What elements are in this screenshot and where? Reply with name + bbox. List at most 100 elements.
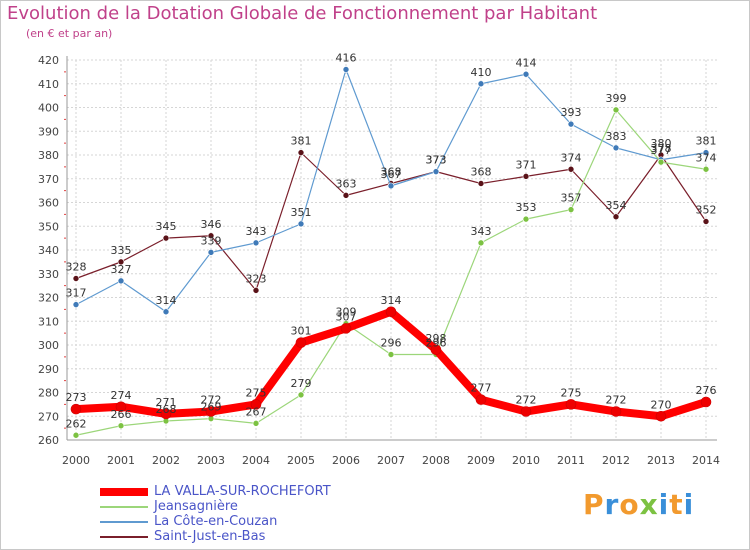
x-tick-label: 2003 (197, 454, 225, 467)
data-point (117, 422, 125, 430)
data-point (522, 70, 530, 78)
data-label: 296 (426, 337, 447, 350)
y-tick-label: 330 (38, 268, 59, 281)
data-label: 399 (606, 92, 627, 105)
data-point (522, 215, 530, 223)
data-label: 269 (201, 401, 222, 414)
data-label: 270 (651, 398, 672, 411)
y-tick-label: 390 (38, 125, 59, 138)
x-tick-label: 2000 (62, 454, 90, 467)
data-point (297, 220, 305, 228)
data-label: 309 (336, 306, 357, 319)
data-point (387, 351, 395, 358)
data-label: 335 (111, 244, 132, 257)
y-tick-label: 370 (38, 173, 59, 186)
data-point (295, 337, 307, 348)
axes: 2602702802903003103203303403503603703803… (38, 54, 720, 467)
data-label: 353 (516, 201, 537, 214)
data-point (207, 249, 215, 256)
data-point (342, 192, 350, 199)
data-label: 271 (156, 396, 177, 409)
logo-letter: i (658, 488, 670, 521)
data-label: 367 (381, 168, 402, 181)
data-label: 314 (156, 294, 177, 307)
data-label: 298 (426, 332, 447, 345)
data-point (612, 144, 620, 152)
data-point (115, 401, 127, 413)
data-label: 277 (471, 382, 492, 395)
y-tick-label: 260 (38, 434, 59, 447)
legend-label: Saint-Just-en-Bas (154, 529, 266, 544)
data-label: 381 (291, 135, 312, 148)
data-label: 368 (381, 166, 402, 179)
data-point (162, 234, 170, 242)
data-label: 279 (291, 377, 312, 390)
data-point (610, 406, 622, 417)
data-label: 301 (291, 325, 312, 338)
data-label: 328 (66, 261, 87, 274)
series-layer (70, 66, 712, 439)
y-tick-label: 270 (38, 410, 59, 423)
data-point (567, 165, 575, 173)
logo-letter: o (619, 488, 640, 521)
logo-letter: P (583, 488, 605, 521)
data-point (387, 182, 395, 190)
data-point (250, 399, 262, 410)
legend-swatch (100, 488, 148, 496)
data-label: 354 (606, 199, 627, 212)
data-point (72, 275, 80, 282)
data-point (252, 420, 260, 427)
y-tick-label: 300 (38, 339, 59, 352)
data-label: 352 (696, 204, 717, 217)
data-point (477, 80, 485, 88)
data-point (567, 206, 575, 213)
legend-label: LA VALLA-SUR-ROCHEFORT (154, 484, 331, 499)
x-tick-label: 2008 (422, 454, 450, 467)
data-label: 343 (246, 225, 267, 238)
data-label: 314 (381, 294, 402, 307)
y-tick-label: 410 (38, 78, 59, 91)
data-label: 266 (111, 408, 132, 421)
x-tick-label: 2009 (467, 454, 495, 467)
data-label: 363 (336, 177, 357, 190)
y-tick-label: 380 (38, 149, 59, 162)
data-point (430, 344, 442, 356)
data-label: 317 (66, 287, 87, 300)
data-label: 267 (246, 405, 267, 418)
y-tick-label: 350 (38, 220, 59, 233)
logo-letter: r (604, 488, 620, 521)
x-tick-label: 2011 (557, 454, 585, 467)
x-tick-label: 2010 (512, 454, 540, 467)
data-label: 377 (651, 144, 672, 157)
data-point (70, 403, 82, 415)
data-label: 268 (156, 403, 177, 416)
x-tick-label: 2012 (602, 454, 630, 467)
data-label: 374 (561, 151, 582, 164)
data-label: 345 (156, 220, 177, 233)
data-point (252, 287, 260, 294)
data-point (612, 106, 620, 114)
data-label: 274 (111, 389, 132, 402)
data-point (162, 308, 170, 316)
data-point (702, 165, 710, 173)
data-label: 275 (246, 386, 267, 399)
data-point (655, 410, 667, 422)
data-label: 272 (201, 394, 222, 407)
data-point (702, 149, 710, 156)
data-label: 351 (291, 206, 312, 219)
data-label: 373 (426, 154, 447, 167)
chart-title: Evolution de la Dotation Globale de Fonc… (7, 3, 598, 24)
data-point (700, 396, 712, 408)
data-point (160, 408, 172, 420)
data-point (522, 173, 530, 180)
data-label: 272 (606, 394, 627, 407)
data-labels: 328 335 345 346 323 381 363 368 373 368 371 374 354 3… (66, 52, 717, 431)
data-point (477, 180, 485, 187)
data-point (520, 406, 532, 417)
x-tick-label: 2001 (107, 454, 135, 467)
data-label: 296 (381, 337, 402, 350)
x-tick-label: 2007 (377, 454, 405, 467)
proxiti-logo: Proxiti (583, 488, 694, 521)
